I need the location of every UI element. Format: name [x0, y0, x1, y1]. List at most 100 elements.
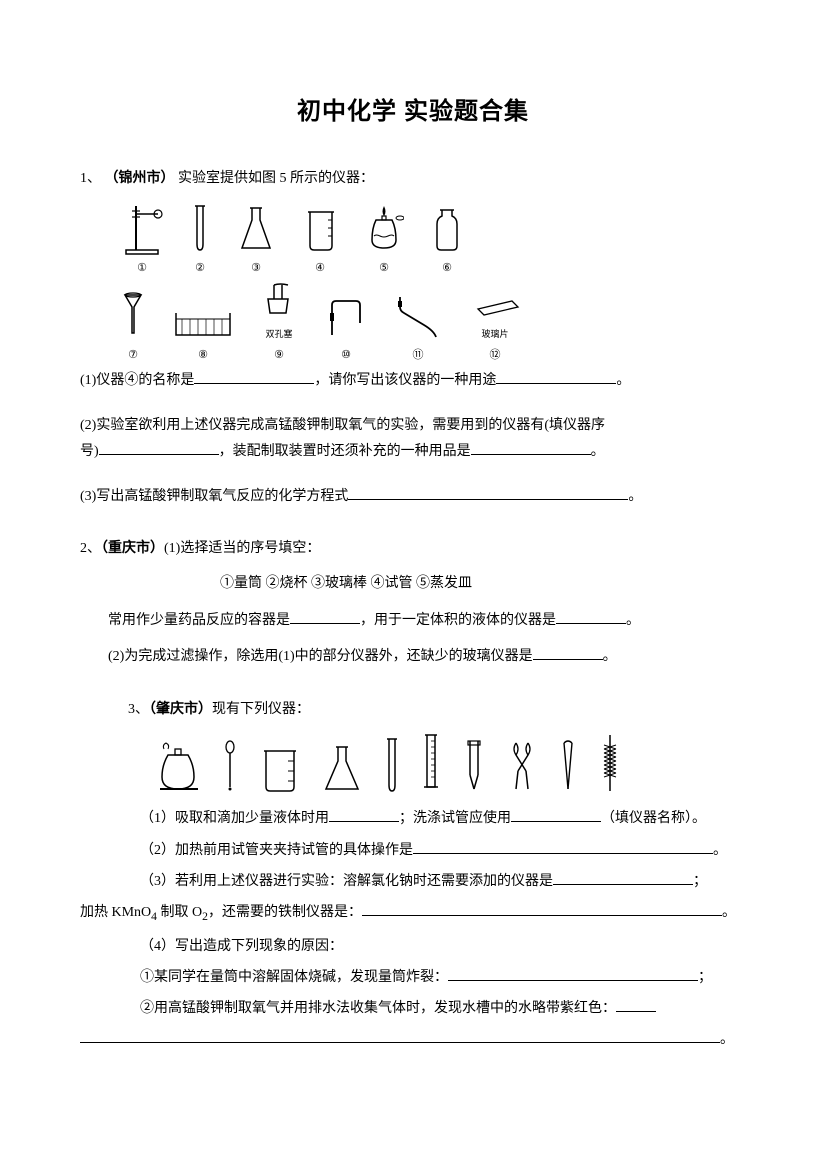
label-2: ② [195, 258, 205, 279]
q1-p1a: (1)仪器④的名称是 [80, 373, 194, 388]
q3-l3a: （3）若利用上述仪器进行实验：溶解氯化钠时还需要添加的仪器是 [140, 874, 553, 889]
blank [471, 439, 591, 455]
zq-tongs-icon [506, 737, 538, 795]
q1-apparatus-row-2: ⑦ ⑧ [120, 281, 746, 366]
q1-p2c: ，装配制取装置时还须补充的一种用品是 [219, 444, 471, 459]
zq-tweezers-icon [556, 737, 580, 795]
q3-l3b: 加热 KMnO4 制取 O2，还需要的铁制仪器是：。 [80, 899, 746, 929]
q1-p3: (3)写出高锰酸钾制取氧气反应的化学方程式。 [80, 484, 746, 511]
zq-clamp-icon [460, 735, 488, 795]
q3-l2end: 。 [713, 843, 727, 858]
q2-l1a: 常用作少量药品反应的容器是 [108, 613, 290, 628]
q1-p1b: ，请你写出该仪器的一种用途 [314, 373, 496, 388]
blank [362, 900, 722, 916]
label-8: ⑧ [198, 345, 208, 366]
q3-num: 3、 [128, 702, 149, 717]
apparatus-trough: ⑧ [172, 303, 234, 366]
zq-beaker-icon [258, 739, 302, 795]
q2-l2end: 。 [603, 649, 617, 664]
blank [80, 1027, 720, 1043]
apparatus-funnel: ⑦ [120, 287, 146, 366]
bent-tube-icon [394, 291, 442, 343]
apparatus-stopper: 双孔塞 ⑨ [260, 281, 298, 366]
zq-brush-icon [598, 731, 622, 795]
q3-l4: （4）写出造成下列现象的原因： [100, 933, 746, 960]
q3-l3end: ； [693, 874, 707, 889]
apparatus-delivery-tube: ⑩ [324, 295, 368, 366]
q3-l3b-pre: 加热 KMnO [80, 905, 151, 920]
q2-header: 2、（重庆市）(1)选择适当的序号填空： [80, 536, 746, 563]
q3-l4-2-line2: 。 [80, 1027, 746, 1054]
q1-apparatus-set: ① ② ③ [120, 200, 746, 366]
q3-apparatus-row [156, 731, 746, 795]
blank [511, 806, 601, 822]
q3-l1: （1）吸取和滴加少量液体时用；洗涤试管应使用（填仪器名称）。 [100, 805, 746, 832]
q3-l4-2: ②用高锰酸钾制取氧气并用排水法收集气体时，发现水槽中的水略带紫红色： [100, 995, 746, 1022]
q3-l3b-mid: 制取 O [157, 905, 202, 920]
blank [553, 869, 693, 885]
q3-l4-2end: 。 [720, 1032, 734, 1047]
q1-p3end: 。 [628, 489, 642, 504]
apparatus-glass-slide: 玻璃片 ⑫ [468, 289, 522, 366]
q3-city: （肇庆市） [149, 702, 212, 717]
q3-l4-2a: ②用高锰酸钾制取氧气并用排水法收集气体时，发现水槽中的水略带紫红色： [140, 1001, 616, 1016]
question-2: 2、（重庆市）(1)选择适当的序号填空： ①量筒 ②烧杯 ③玻璃棒 ④试管 ⑤蒸… [80, 536, 746, 670]
label-7: ⑦ [128, 345, 138, 366]
q1-num: 1、 [80, 171, 101, 186]
q3-l2: （2）加热前用试管夹夹持试管的具体操作是 。 [100, 837, 746, 864]
blank [616, 996, 656, 1012]
blank [496, 368, 616, 384]
zq-cylinder-icon [420, 731, 442, 795]
zq-alcohol-lamp-icon [156, 739, 202, 795]
q3-header: 3、（肇庆市）现有下列仪器： [100, 697, 746, 724]
tag-12: 玻璃片 [481, 326, 508, 343]
q3-l2a: （2）加热前用试管夹夹持试管的具体操作是 [140, 843, 413, 858]
q1-p2b: 号) [80, 444, 99, 459]
apparatus-bent-tube: ⑪ [394, 291, 442, 366]
test-tube-icon [190, 200, 210, 256]
label-5: ⑤ [379, 258, 389, 279]
q3-l3b-post: ，还需要的铁制仪器是： [208, 905, 362, 920]
label-1: ① [137, 258, 147, 279]
label-11: ⑪ [413, 345, 424, 366]
page-title: 初中化学 实验题合集 [80, 90, 746, 136]
apparatus-iron-stand: ① [120, 200, 164, 279]
q2-options: ①量筒 ②烧杯 ③玻璃棒 ④试管 ⑤蒸发皿 [80, 571, 746, 598]
zq-test-tube-icon [382, 735, 402, 795]
iron-stand-icon [120, 200, 164, 256]
alcohol-lamp-icon [364, 200, 404, 256]
q2-l2: (2)为完成过滤操作，除选用(1)中的部分仪器外，还缺少的玻璃仪器是。 [80, 644, 746, 671]
question-3: 3、（肇庆市）现有下列仪器： [80, 697, 746, 1054]
blank [290, 608, 360, 624]
blank [194, 368, 314, 384]
stopper-icon [260, 281, 298, 325]
question-1: 1、 （锦州市） 实验室提供如图 5 所示的仪器： ① [80, 166, 746, 511]
apparatus-gas-bottle: ⑥ [430, 200, 464, 279]
tag-9: 双孔塞 [265, 326, 292, 343]
blank [413, 838, 713, 854]
label-12: ⑫ [490, 345, 501, 366]
blank [448, 965, 698, 981]
q2-l1end: 。 [626, 613, 640, 628]
gas-bottle-icon [430, 200, 464, 256]
blank [99, 439, 219, 455]
delivery-tube-icon [324, 295, 368, 343]
q3-l1b: ；洗涤试管应使用 [399, 811, 511, 826]
label-10: ⑩ [341, 345, 351, 366]
q3-l1a: （1）吸取和滴加少量液体时用 [140, 811, 329, 826]
conical-flask-icon [236, 200, 276, 256]
q3-l4-1: ①某同学在量筒中溶解固体烧碱，发现量筒炸裂：； [100, 964, 746, 991]
q1-city: （锦州市） [105, 171, 175, 186]
q3-l4-1end: ； [698, 970, 712, 985]
q3-l3b-end: 。 [722, 905, 736, 920]
zq-dropper-icon [220, 739, 240, 795]
q1-apparatus-row-1: ① ② ③ [120, 200, 746, 279]
blank [329, 806, 399, 822]
funnel-icon [120, 287, 146, 343]
q2-num: 2、 [80, 541, 101, 556]
glass-slide-icon [468, 289, 522, 325]
q1-p1end: 。 [616, 373, 630, 388]
q3-l3: （3）若利用上述仪器进行实验：溶解氯化钠时还需要添加的仪器是 ； [100, 868, 746, 895]
zq-conical-flask-icon [320, 739, 364, 795]
q2-l1b: ，用于一定体积的液体的仪器是 [360, 613, 556, 628]
